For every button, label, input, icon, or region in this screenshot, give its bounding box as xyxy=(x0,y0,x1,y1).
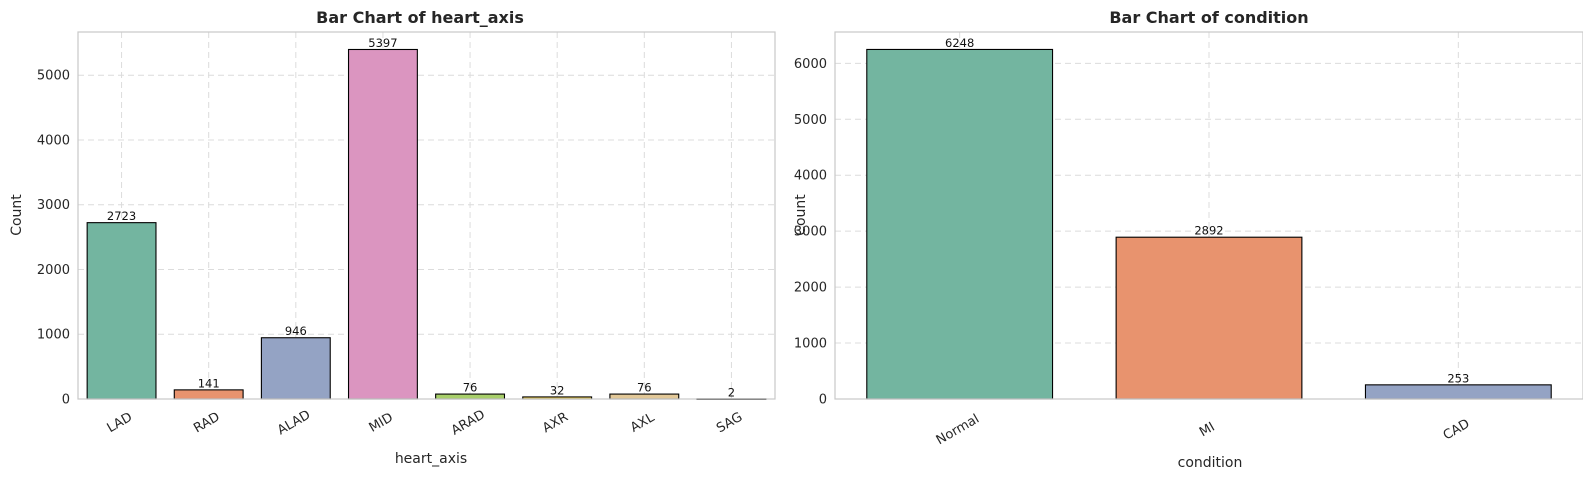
x-tick-label: CAD xyxy=(1441,416,1473,443)
x-tick-label: MID xyxy=(367,410,396,436)
x-tick-label: LAD xyxy=(105,410,135,436)
chart-condition-svg: Bar Chart of condition condition Count 0… xyxy=(793,8,1583,471)
plot-frame xyxy=(834,31,1583,400)
data-label: 2892 xyxy=(1194,224,1223,238)
bar-normal xyxy=(866,48,1054,400)
bar-mi xyxy=(1115,236,1303,400)
y-tick-label: 0 xyxy=(819,393,827,408)
y-tick-label: 1000 xyxy=(37,328,70,343)
data-label: 5397 xyxy=(368,36,397,50)
data-label: 141 xyxy=(198,376,220,390)
x-tick-label: Normal xyxy=(934,412,982,449)
x-tick-label: AXR xyxy=(540,410,571,436)
chart-title: Bar Chart of condition xyxy=(1109,8,1308,27)
y-tick-label: 0 xyxy=(62,393,70,408)
x-tick-label: ARAD xyxy=(449,407,488,438)
y-axis-label: Count xyxy=(793,194,809,236)
data-label: 76 xyxy=(637,381,652,395)
grid xyxy=(78,32,775,400)
data-label: 946 xyxy=(285,324,307,338)
x-tick-label: AXL xyxy=(628,410,658,436)
bar-arad xyxy=(435,393,506,400)
y-tick-label: 6000 xyxy=(794,57,827,72)
y-tick-label: 1000 xyxy=(794,337,827,352)
x-tick-label: MI xyxy=(1197,420,1218,441)
x-tick-label: ALAD xyxy=(275,408,313,439)
x-axis-label: heart_axis xyxy=(395,451,467,467)
data-label: 6248 xyxy=(945,36,974,50)
data-label: 2 xyxy=(728,385,735,399)
bar-rad xyxy=(173,389,244,400)
bar-cad xyxy=(1364,384,1552,400)
y-tick-label: 4000 xyxy=(794,169,827,184)
y-tick-label: 2000 xyxy=(37,263,70,278)
chart-heart-axis-svg: Bar Chart of heart_axis heart_axis Count… xyxy=(9,8,776,467)
y-tick-label: 4000 xyxy=(37,133,70,148)
chart-condition: Bar Chart of condition condition Count 0… xyxy=(790,0,1583,484)
bar-axl xyxy=(609,393,680,400)
bar-lad xyxy=(86,222,157,400)
bar-alad xyxy=(260,337,331,400)
x-tick-label: SAG xyxy=(714,410,745,437)
data-label: 32 xyxy=(550,383,565,397)
data-label: 253 xyxy=(1447,371,1469,385)
y-tick-label: 3000 xyxy=(37,198,70,213)
chart-title: Bar Chart of heart_axis xyxy=(316,8,524,27)
chart-heart-axis: Bar Chart of heart_axis heart_axis Count… xyxy=(0,0,790,484)
y-axis-label: Count xyxy=(9,194,25,236)
y-tick-label: 5000 xyxy=(37,69,70,84)
x-tick-label: RAD xyxy=(191,410,222,437)
x-axis-label: condition xyxy=(1178,455,1243,471)
y-tick-label: 2000 xyxy=(794,281,827,296)
data-label: 2723 xyxy=(107,209,136,223)
data-label: 76 xyxy=(463,381,478,395)
y-tick-label: 5000 xyxy=(794,113,827,128)
y-tick-label: 3000 xyxy=(794,225,827,240)
plot-frame xyxy=(77,31,776,400)
bar-mid xyxy=(347,48,418,400)
